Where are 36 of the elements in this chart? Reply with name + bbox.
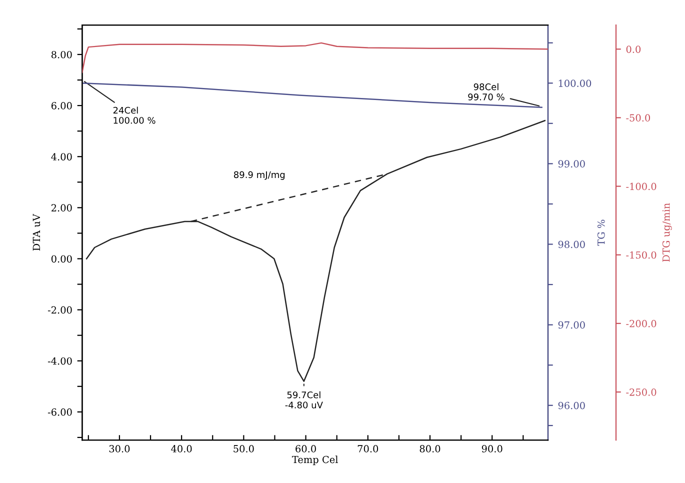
annotation: 59.7Cel -4.80 uV (285, 391, 323, 408)
x-tick-label: 50.0 (234, 445, 254, 452)
line-series (82, 42, 548, 74)
x-tick-label: 30.0 (109, 445, 130, 452)
y-axis-title: DTA uV (32, 214, 40, 251)
x-tick-label: 80.0 (420, 445, 440, 452)
y2-tick-label: 96.00 (558, 402, 585, 410)
y-tick-label: -4.00 (48, 357, 72, 365)
y2-axis-title: TG % (597, 220, 605, 246)
y2-tick-label: 99.00 (558, 160, 585, 168)
x-tick-label: 90.0 (482, 445, 502, 452)
y3-tick-label: -50.0 (626, 114, 650, 122)
y2-tick-label: 98.00 (558, 240, 585, 248)
x-tick-label: 40.0 (171, 445, 192, 452)
y-tick-label: 2.00 (51, 204, 72, 212)
y-tick-label: 8.00 (51, 50, 72, 58)
y2-tick-label: 97.00 (558, 321, 585, 329)
y-tick-label: -2.00 (48, 306, 72, 314)
y3-tick-label: -250.0 (626, 388, 656, 396)
y3-axis-title: DTG ug/min (662, 203, 672, 262)
y3-tick-label: 0.0 (626, 46, 641, 53)
annotation: 98Cel 99.70 % (468, 83, 504, 100)
y3-tick-label: -200.0 (626, 320, 656, 328)
annotation: 89.9 mJ/mg (234, 171, 285, 180)
x-tick-label: 70.0 (358, 445, 378, 452)
x-axis-title: Temp Cel (292, 456, 338, 466)
y-tick-label: 0.00 (51, 255, 72, 263)
x-tick-label: 60.0 (296, 445, 316, 452)
y-tick-label: -6.00 (48, 408, 72, 416)
y-tick-label: 6.00 (51, 102, 72, 110)
line-series (82, 82, 542, 108)
y3-tick-label: -100.0 (626, 182, 656, 190)
annotation: 24Cel 100.00 % (113, 106, 156, 124)
y2-tick-label: 100.00 (558, 80, 592, 87)
y-tick-label: 4.00 (51, 153, 72, 160)
y3-tick-label: -150.0 (626, 251, 656, 259)
